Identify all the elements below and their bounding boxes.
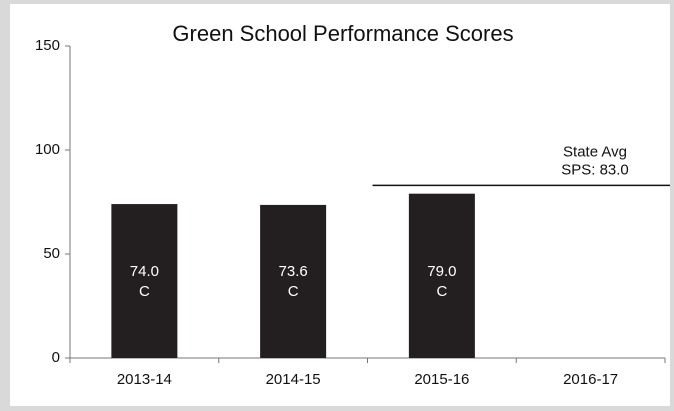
bar (408, 193, 475, 358)
reference-label: SPS: 83.0 (561, 161, 629, 178)
x-tick-label: 2015-16 (414, 371, 469, 388)
x-tick-label: 2014-15 (266, 371, 321, 388)
x-tick-label: 2016-17 (563, 371, 618, 388)
value-label: 73.6 (279, 263, 308, 280)
y-tick-label: 150 (35, 37, 60, 54)
chart-title: Green School Performance Scores (172, 21, 513, 46)
bar (111, 204, 178, 358)
grade-label: C (436, 283, 447, 300)
x-tick-label: 2013-14 (117, 371, 172, 388)
value-label: 79.0 (427, 263, 456, 280)
grade-label: C (139, 283, 150, 300)
value-label: 74.0 (130, 263, 159, 280)
chart-area (10, 4, 670, 406)
reference-label: State Avg (563, 143, 627, 160)
bar (260, 204, 327, 358)
grade-label: C (288, 283, 299, 300)
y-tick-label: 100 (35, 141, 60, 158)
y-tick-label: 0 (52, 349, 60, 366)
y-tick-label: 50 (43, 245, 60, 262)
